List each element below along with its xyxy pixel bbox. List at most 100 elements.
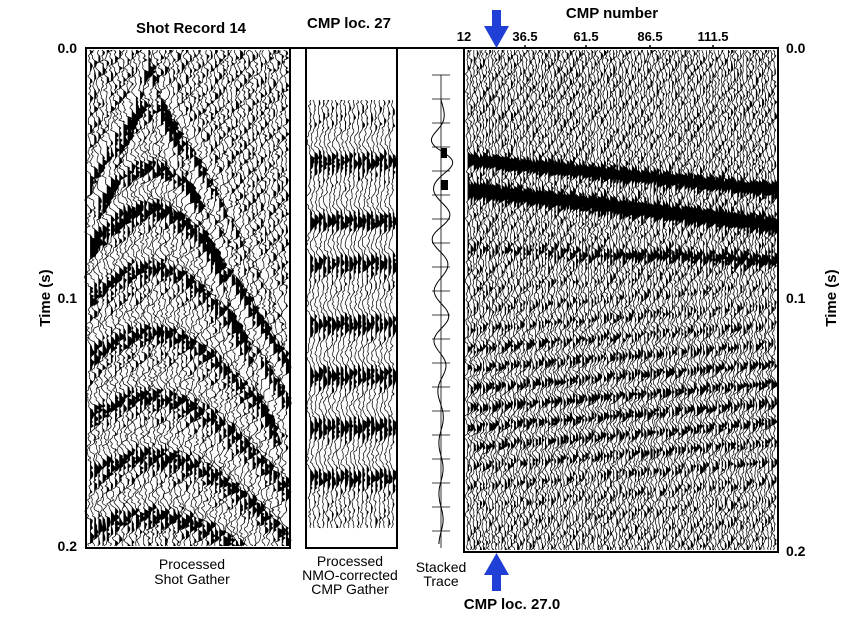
caption-line: Processed — [317, 553, 383, 569]
cmp-gather-frame — [305, 47, 398, 549]
trace-fill — [90, 50, 98, 546]
trace-fill — [371, 100, 376, 528]
seismic-trace — [662, 49, 671, 551]
x-tick-label: 36.5 — [512, 29, 537, 44]
trace-fill — [260, 50, 268, 546]
trace-fill — [115, 50, 121, 546]
seismic-trace — [653, 49, 662, 551]
seismic-trace — [715, 49, 724, 551]
trace-fill — [740, 50, 745, 550]
trace-fill — [256, 50, 264, 546]
trace-fill — [492, 50, 497, 550]
seismic-trace — [566, 49, 575, 551]
seismic-trace — [618, 49, 628, 551]
seismic-trace — [225, 49, 240, 547]
y-tick-left: 0.0 — [58, 40, 78, 56]
trace-fill — [285, 50, 292, 546]
trace-fill — [215, 50, 223, 546]
trace-fill — [535, 50, 540, 550]
seismic-trace — [275, 49, 290, 547]
trace-fill — [467, 50, 472, 550]
seismic-trace — [538, 49, 547, 551]
stacked-section-panel — [463, 49, 780, 551]
trace-fill — [310, 100, 315, 528]
trace-fill — [566, 50, 571, 550]
trace-fill — [327, 100, 333, 528]
caption-line: Processed — [159, 556, 225, 572]
trace-fill — [709, 50, 714, 550]
seismic-trace — [331, 99, 342, 529]
seismic-trace — [501, 49, 510, 551]
trace-fill — [362, 100, 368, 528]
trace-fill — [731, 50, 736, 550]
trace-fill — [340, 100, 346, 528]
x-tick-label: 111.5 — [697, 29, 728, 44]
trace-fill — [678, 50, 683, 550]
trace-fill — [749, 50, 754, 550]
caption-line: Trace — [423, 573, 458, 589]
seismic-trace — [671, 49, 680, 551]
trace-fill — [746, 50, 751, 550]
shot-record-title: Shot Record 14 — [136, 20, 247, 37]
trace-fill — [557, 50, 562, 550]
shot-gather-caption: Processed Shot Gather — [154, 556, 230, 587]
trace-fill — [548, 50, 553, 550]
trace-fill — [501, 50, 506, 550]
trace-fill — [177, 50, 184, 546]
trace-fill — [771, 50, 776, 550]
trace-fill — [173, 50, 181, 546]
seismic-trace — [230, 50, 244, 547]
trace-fill — [202, 50, 210, 546]
trace-fill — [314, 100, 320, 528]
trace-fill — [240, 50, 248, 546]
trace-fill — [244, 50, 252, 546]
trace-fill — [252, 50, 259, 546]
trace-fill — [656, 50, 661, 550]
seismic-trace — [159, 49, 173, 547]
trace-fill — [127, 50, 135, 546]
y-tick-right: 0.2 — [786, 543, 806, 559]
trace-fill — [190, 50, 198, 546]
trace-fill — [727, 50, 733, 550]
trace-fill — [538, 50, 543, 550]
trace-fill — [231, 50, 239, 546]
trace-fill — [384, 100, 389, 528]
stacked-trace-peak — [441, 180, 448, 190]
trace-fill — [486, 50, 491, 550]
cmp-location-arrow-bottom — [484, 553, 509, 591]
cmp-number-title: CMP number — [566, 5, 658, 22]
y-tick-right: 0.1 — [786, 290, 806, 306]
y-axis-label-right: Time (s) — [823, 269, 840, 326]
seismic-trace — [463, 49, 473, 551]
trace-fill — [737, 50, 742, 550]
trace-fill — [470, 50, 475, 550]
trace-fill — [160, 50, 168, 546]
trace-fill — [690, 50, 695, 550]
trace-fill — [495, 50, 500, 550]
trace-fill — [169, 50, 177, 546]
trace-fill — [318, 100, 324, 528]
seismic-trace — [770, 49, 780, 551]
trace-fill — [551, 50, 556, 550]
trace-fill — [148, 50, 156, 546]
seismic-trace — [522, 49, 531, 551]
trace-fill — [344, 100, 350, 528]
trace-fill — [762, 50, 767, 550]
trace-fill — [507, 50, 512, 550]
seismic-trace — [125, 49, 140, 547]
seismic-trace — [344, 99, 355, 529]
trace-fill — [273, 50, 280, 546]
trace-fill — [392, 100, 398, 528]
trace-fill — [758, 50, 764, 550]
trace-fill — [712, 50, 717, 550]
trace-fill — [514, 50, 519, 550]
trace-fill — [152, 50, 159, 546]
trace-fill — [672, 50, 677, 550]
y-tick-left: 0.2 — [58, 538, 78, 554]
trace-fill — [165, 50, 173, 546]
trace-fill — [721, 50, 726, 550]
trace-fill — [718, 50, 723, 550]
trace-fill — [774, 50, 779, 550]
trace-fill — [541, 50, 547, 550]
trace-fill — [724, 50, 729, 550]
